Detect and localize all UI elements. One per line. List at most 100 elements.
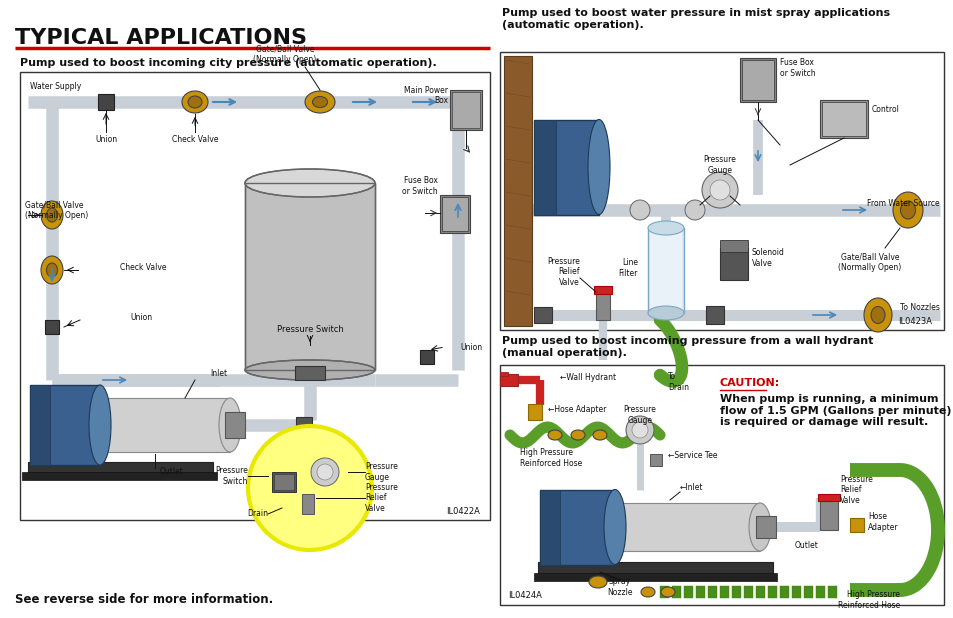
- Ellipse shape: [593, 430, 606, 440]
- Bar: [534, 120, 598, 215]
- Circle shape: [631, 422, 647, 438]
- Bar: [827, 586, 836, 598]
- Bar: [45, 320, 59, 334]
- Text: IL0422A: IL0422A: [446, 507, 479, 517]
- Text: Pressure
Gauge: Pressure Gauge: [623, 405, 656, 425]
- Bar: [720, 240, 747, 252]
- Bar: [820, 100, 867, 138]
- Ellipse shape: [900, 201, 915, 219]
- Bar: [245, 183, 271, 362]
- Ellipse shape: [188, 96, 202, 108]
- Text: See reverse side for more information.: See reverse side for more information.: [15, 593, 273, 606]
- Text: Main Power
Box: Main Power Box: [403, 86, 448, 106]
- Text: ←Inlet: ←Inlet: [679, 483, 702, 493]
- Bar: [499, 365, 943, 605]
- Bar: [296, 183, 323, 362]
- Bar: [30, 385, 50, 465]
- Text: High Pressure
Reinforced Hose: High Pressure Reinforced Hose: [519, 448, 581, 468]
- Text: Solenoid
Valve: Solenoid Valve: [751, 248, 784, 268]
- Bar: [245, 183, 375, 370]
- Text: Water Supply: Water Supply: [30, 82, 81, 91]
- Text: Pump used to boost incoming pressure from a wall hydrant
(manual operation).: Pump used to boost incoming pressure fro…: [501, 336, 872, 358]
- Bar: [539, 490, 615, 565]
- Bar: [741, 60, 773, 100]
- Bar: [647, 228, 683, 313]
- Bar: [534, 573, 776, 581]
- Bar: [803, 586, 812, 598]
- Ellipse shape: [640, 587, 655, 597]
- Text: To Nozzles: To Nozzles: [900, 303, 939, 312]
- Bar: [419, 350, 434, 364]
- Bar: [499, 372, 507, 376]
- Ellipse shape: [748, 503, 770, 551]
- Ellipse shape: [47, 263, 57, 277]
- Ellipse shape: [892, 192, 923, 228]
- Bar: [659, 586, 668, 598]
- Text: Check Valve: Check Valve: [120, 263, 167, 273]
- Bar: [295, 417, 312, 433]
- Text: Pressure
Relief
Valve: Pressure Relief Valve: [365, 483, 397, 513]
- Circle shape: [701, 172, 738, 208]
- Text: Spray
Nozzle: Spray Nozzle: [607, 577, 632, 597]
- Ellipse shape: [587, 119, 609, 214]
- Bar: [743, 586, 752, 598]
- Bar: [294, 366, 325, 380]
- Ellipse shape: [305, 91, 335, 113]
- Bar: [755, 586, 764, 598]
- Text: IL0423A: IL0423A: [897, 318, 931, 326]
- Bar: [452, 92, 479, 128]
- Bar: [450, 90, 481, 130]
- Text: Union: Union: [95, 135, 117, 145]
- Bar: [439, 195, 470, 233]
- Bar: [720, 248, 747, 280]
- Bar: [615, 503, 760, 551]
- Bar: [28, 462, 213, 474]
- Bar: [820, 498, 837, 530]
- Bar: [100, 398, 230, 452]
- Text: Pump used to boost incoming city pressure (automatic operation).: Pump used to boost incoming city pressur…: [20, 58, 436, 68]
- Bar: [705, 306, 723, 324]
- Bar: [274, 474, 294, 490]
- Text: Control: Control: [871, 106, 899, 114]
- Ellipse shape: [647, 221, 683, 235]
- Ellipse shape: [182, 91, 208, 113]
- Bar: [817, 494, 840, 501]
- Circle shape: [316, 464, 333, 480]
- Bar: [499, 52, 943, 330]
- Bar: [815, 586, 824, 598]
- Text: High Pressure
Reinforced Hose: High Pressure Reinforced Hose: [837, 590, 899, 610]
- Ellipse shape: [863, 298, 891, 332]
- Bar: [767, 586, 776, 598]
- Text: Outlet: Outlet: [794, 541, 818, 549]
- Text: Check Valve: Check Valve: [172, 135, 218, 145]
- Circle shape: [311, 458, 338, 486]
- Ellipse shape: [647, 306, 683, 320]
- Ellipse shape: [41, 256, 63, 284]
- Circle shape: [684, 200, 704, 220]
- Bar: [740, 58, 775, 102]
- Bar: [534, 307, 552, 323]
- Ellipse shape: [571, 430, 584, 440]
- Bar: [683, 586, 692, 598]
- Bar: [323, 183, 349, 362]
- Circle shape: [248, 426, 372, 550]
- Text: TYPICAL APPLICATIONS: TYPICAL APPLICATIONS: [15, 28, 307, 48]
- Text: Fuse Box
or Switch: Fuse Box or Switch: [402, 176, 437, 196]
- Ellipse shape: [89, 385, 111, 465]
- Bar: [20, 72, 490, 520]
- Bar: [271, 183, 296, 362]
- Ellipse shape: [245, 169, 375, 197]
- Bar: [441, 197, 468, 231]
- Bar: [821, 102, 865, 136]
- Bar: [499, 374, 517, 386]
- Ellipse shape: [660, 587, 675, 597]
- Bar: [649, 230, 681, 311]
- Text: Union: Union: [130, 313, 152, 323]
- Bar: [671, 586, 680, 598]
- Text: Gate/Ball Valve
(Normally Open): Gate/Ball Valve (Normally Open): [25, 200, 89, 220]
- Text: Pressure
Gauge: Pressure Gauge: [702, 155, 736, 175]
- Bar: [720, 586, 728, 598]
- Text: ←Wall Hydrant: ←Wall Hydrant: [559, 373, 616, 383]
- Circle shape: [625, 416, 654, 444]
- Bar: [849, 518, 863, 532]
